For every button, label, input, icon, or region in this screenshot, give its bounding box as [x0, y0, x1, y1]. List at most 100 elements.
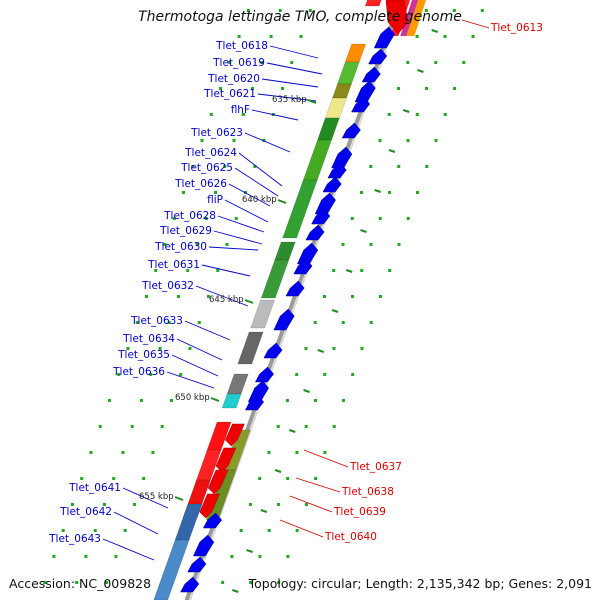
scale-dot [360, 191, 364, 194]
kbp-markers: 635 kbp 640 kbp 645 kbp 650 kbp 655 kbp [139, 95, 317, 502]
scale-dot [89, 451, 93, 454]
scale-dot [249, 581, 253, 584]
scale-dot [258, 555, 262, 558]
gene-arrow [368, 48, 388, 65]
gene-label-tlet_0637: Tlet_0637 [349, 461, 402, 473]
scale-dot [277, 581, 281, 584]
scale-dot [285, 399, 289, 402]
scale-dot [117, 373, 121, 376]
scale-dot [151, 451, 155, 454]
scale-dot [206, 295, 210, 298]
gene-label-tlet_0626: Tlet_0626 [174, 178, 227, 190]
gene-label-tlet_0633: Tlet_0633 [130, 315, 183, 327]
scale-dot [253, 165, 257, 168]
leader-line-tlet_0639 [289, 495, 333, 513]
gene-label-tlet_0639: Tlet_0639 [333, 506, 386, 518]
leader-line-tlet_0619 [266, 62, 323, 75]
scale-dot [230, 555, 234, 558]
gene-arrow-reverse [215, 447, 237, 473]
scale-tick [232, 589, 239, 593]
scale-dot [98, 425, 102, 428]
scale-dot [341, 399, 345, 402]
genome-title: Thermotoga lettingae TMO, complete genom… [138, 9, 462, 25]
scale-dot [132, 503, 136, 506]
gene-arrow [361, 66, 381, 83]
scale-dot [149, 373, 153, 376]
scale-dot [219, 87, 223, 90]
scale-dot [388, 269, 392, 272]
scale-dot [251, 87, 255, 90]
leader-line-tlet_0635 [171, 354, 219, 377]
gene-arrow [305, 224, 325, 241]
gene-arrow [341, 122, 361, 139]
scale-tick [374, 189, 382, 193]
scale-dot [406, 217, 410, 220]
scale-dot [232, 139, 236, 142]
scale-dot [126, 347, 130, 350]
scale-dot [139, 399, 143, 402]
scale-dot [276, 503, 280, 506]
scale-dot [341, 243, 345, 246]
scale-dot [182, 191, 186, 194]
scale-dot [102, 503, 106, 506]
scale-dot [286, 477, 290, 480]
scale-dot [123, 529, 127, 532]
scale-dot [350, 295, 354, 298]
kbp-tick [244, 299, 254, 304]
leader-line-tlet_0634 [176, 338, 223, 361]
scale-dot [200, 139, 204, 142]
cog-band [237, 331, 264, 365]
cog-band [274, 241, 296, 261]
gene-arrow [351, 96, 371, 113]
leader-line-tlet_0624 [238, 152, 283, 187]
gene-label-tlet_0634: Tlet_0634 [122, 333, 175, 345]
scale-dot [471, 35, 475, 38]
gene-arrow [327, 162, 347, 179]
scale-dot [239, 529, 243, 532]
gene-arrow-reverse [199, 493, 220, 519]
scale-dot [434, 61, 438, 64]
gene-arrow [263, 342, 283, 359]
leader-line-flip [224, 199, 269, 223]
scale-dots [43, 9, 484, 593]
kbp-label: 635 kbp [272, 95, 307, 105]
scale-dot [225, 243, 229, 246]
scale-dot [237, 35, 241, 38]
scale-tick [345, 269, 353, 273]
gene-arrow [311, 208, 331, 225]
scale-tick [274, 469, 282, 473]
leader-line-tlet_0632 [195, 285, 249, 307]
scale-dot [80, 477, 84, 480]
cog-band [344, 43, 367, 63]
scale-dot [167, 321, 171, 324]
scale-dot [406, 139, 410, 142]
leader-line-tlet_0613 [461, 19, 490, 29]
scale-dot [186, 269, 190, 272]
scale-dot [416, 191, 420, 194]
scale-dot [397, 243, 401, 246]
scale-dot [314, 477, 318, 480]
scale-dot [61, 529, 65, 532]
scale-tick [246, 549, 253, 553]
scale-tick [388, 149, 396, 153]
scale-dot [179, 373, 183, 376]
cog-band [302, 139, 332, 181]
gene-label-tlet_0619: Tlet_0619 [212, 57, 265, 69]
cog-band [282, 179, 318, 239]
scale-dot [322, 295, 326, 298]
scale-dot [397, 87, 401, 90]
scale-dot [369, 165, 373, 168]
gene-label-tlet_0642: Tlet_0642 [59, 506, 112, 518]
scale-dot [241, 113, 245, 116]
scale-dot [130, 425, 134, 428]
scale-dot [299, 35, 303, 38]
gene-label-tlet_0641: Tlet_0641 [68, 482, 121, 494]
scale-dot [360, 347, 364, 350]
scale-dot [195, 243, 199, 246]
scale-dot [350, 217, 354, 220]
cog-band [317, 117, 340, 141]
scale-dot [197, 321, 201, 324]
scale-dot [278, 9, 282, 12]
scale-dot [351, 373, 355, 376]
